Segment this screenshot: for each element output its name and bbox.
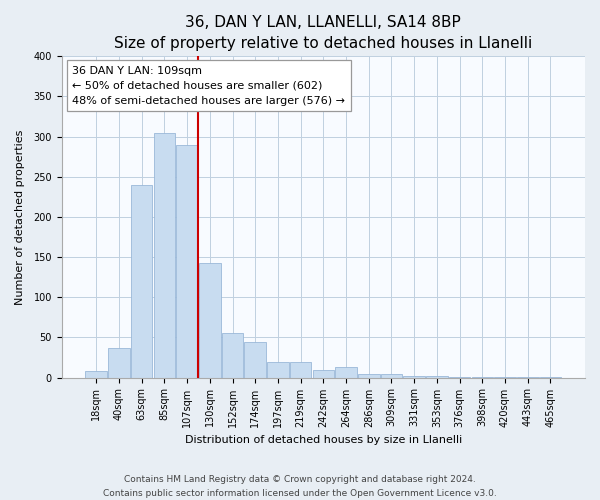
Bar xyxy=(108,348,130,378)
Y-axis label: Number of detached properties: Number of detached properties xyxy=(15,130,25,304)
Bar xyxy=(313,370,334,378)
Bar xyxy=(85,371,107,378)
Bar xyxy=(403,376,425,378)
Bar xyxy=(358,374,380,378)
Text: 36 DAN Y LAN: 109sqm
← 50% of detached houses are smaller (602)
48% of semi-deta: 36 DAN Y LAN: 109sqm ← 50% of detached h… xyxy=(72,66,345,106)
Bar xyxy=(267,362,289,378)
Bar xyxy=(199,262,221,378)
Bar xyxy=(222,334,243,378)
Bar xyxy=(244,342,266,378)
Bar xyxy=(539,377,561,378)
Bar xyxy=(290,362,311,378)
Bar xyxy=(426,376,448,378)
Bar xyxy=(335,367,357,378)
Text: Contains HM Land Registry data © Crown copyright and database right 2024.
Contai: Contains HM Land Registry data © Crown c… xyxy=(103,476,497,498)
Title: 36, DAN Y LAN, LLANELLI, SA14 8BP
Size of property relative to detached houses i: 36, DAN Y LAN, LLANELLI, SA14 8BP Size o… xyxy=(114,15,532,51)
Bar xyxy=(449,377,470,378)
Bar xyxy=(380,374,402,378)
Bar xyxy=(154,132,175,378)
Bar xyxy=(176,144,198,378)
Bar xyxy=(472,377,493,378)
X-axis label: Distribution of detached houses by size in Llanelli: Distribution of detached houses by size … xyxy=(185,435,462,445)
Bar xyxy=(517,377,539,378)
Bar xyxy=(131,185,152,378)
Bar xyxy=(494,377,516,378)
